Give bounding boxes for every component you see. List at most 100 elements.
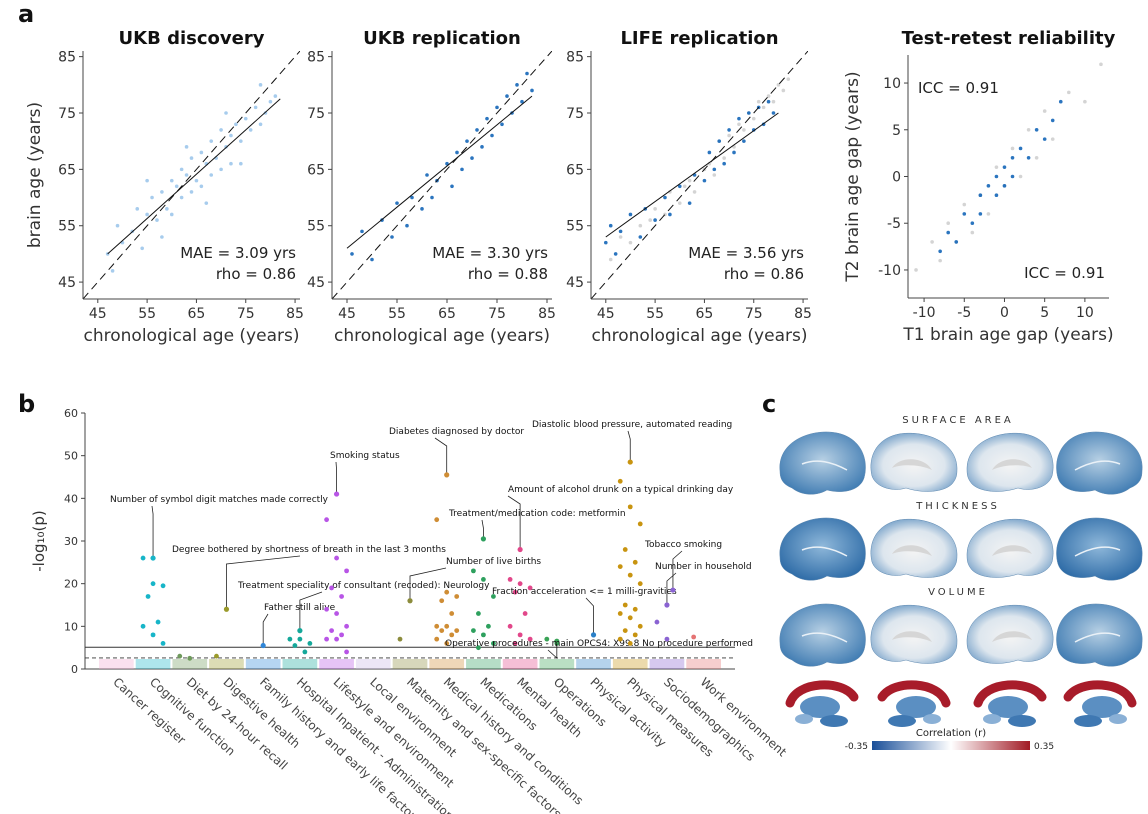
x-tick-label: 45 [597, 306, 615, 322]
y-tick-label: 75 [307, 106, 325, 122]
subcortical-nucleus [1082, 696, 1122, 718]
panel-label: a [18, 0, 34, 28]
point [160, 641, 166, 646]
point [692, 190, 697, 194]
point [239, 139, 243, 143]
point [140, 246, 144, 251]
subcortical-nucleus [988, 696, 1028, 718]
point [766, 99, 771, 104]
panel-label: b [18, 390, 35, 418]
point [512, 589, 518, 595]
x-tick-label: 45 [338, 306, 356, 322]
point [554, 638, 560, 644]
point [292, 643, 298, 648]
annotation: ICC = 0.91 [1024, 264, 1105, 282]
point [627, 504, 633, 510]
point [480, 145, 484, 149]
y-tick-label: 20 [64, 578, 78, 591]
point [677, 201, 682, 205]
point [627, 572, 633, 578]
point [155, 218, 159, 222]
x-tick-label: 85 [286, 306, 304, 322]
x-tick-label: 85 [538, 306, 556, 322]
y-tick-label: 55 [307, 219, 325, 235]
point [1026, 127, 1031, 132]
category-band [539, 659, 575, 669]
point [637, 623, 643, 629]
point [637, 521, 643, 527]
y-axis-label: T2 brain age gap (years) [843, 71, 863, 282]
point [444, 472, 450, 478]
point [986, 212, 991, 216]
sulcus [1074, 546, 1121, 557]
point-annotation: Smoking status [330, 451, 400, 461]
category-band [649, 659, 685, 669]
point [653, 207, 657, 211]
point [491, 641, 496, 646]
leader-line [226, 555, 301, 608]
point [214, 653, 219, 659]
point [654, 619, 660, 625]
point [485, 116, 489, 121]
point [344, 568, 349, 574]
point [742, 128, 746, 132]
point [219, 167, 223, 172]
corpus-callosum [892, 545, 932, 556]
y-axis-label: -log₁₀(p) [30, 510, 48, 572]
x-axis-label: chronological age (years) [84, 326, 300, 346]
point [370, 257, 374, 262]
point-annotation: Treatment speciality of consultant (reco… [237, 581, 490, 591]
point [751, 116, 756, 121]
point [954, 240, 959, 244]
point [395, 201, 399, 205]
row-title: SURFACE AREA [902, 415, 1014, 426]
point [687, 201, 692, 205]
point [339, 594, 344, 599]
point [1034, 156, 1039, 160]
identity-line [591, 51, 808, 299]
cortex [1056, 603, 1143, 667]
point [150, 581, 156, 587]
point [1034, 127, 1039, 132]
point [617, 564, 623, 569]
point [994, 193, 999, 197]
point [617, 478, 623, 484]
point [742, 139, 746, 143]
point [994, 165, 999, 169]
x-tick-label: 65 [188, 306, 206, 322]
point [476, 611, 481, 616]
point [174, 184, 179, 189]
x-tick-label: 75 [488, 306, 506, 322]
point [962, 212, 967, 216]
point [1018, 146, 1023, 151]
x-tick-label: -5 [957, 305, 971, 321]
point [444, 589, 450, 595]
category-band [392, 659, 428, 669]
point [530, 88, 534, 93]
point [618, 235, 623, 239]
x-tick-label: 75 [237, 306, 255, 322]
sulcus [801, 632, 848, 643]
point [339, 632, 344, 638]
subcortical-nucleus [1109, 714, 1127, 724]
brain [966, 432, 1054, 492]
point [219, 128, 223, 132]
point [344, 649, 349, 655]
point [260, 642, 266, 649]
point [776, 83, 781, 87]
subcortical-arc [973, 680, 1047, 708]
corpus-callosum [892, 459, 932, 470]
subcortical-nucleus [1008, 715, 1036, 727]
point [444, 641, 450, 646]
y-axis-label: brain age (years) [25, 102, 45, 248]
point [470, 156, 474, 160]
y-tick-label: 55 [566, 219, 584, 235]
cortex [779, 517, 866, 581]
point-annotation: Tobacco smoking [644, 540, 722, 550]
y-tick-label: 50 [64, 450, 78, 463]
leader-line [585, 597, 594, 633]
point [209, 139, 214, 143]
point [145, 594, 151, 599]
